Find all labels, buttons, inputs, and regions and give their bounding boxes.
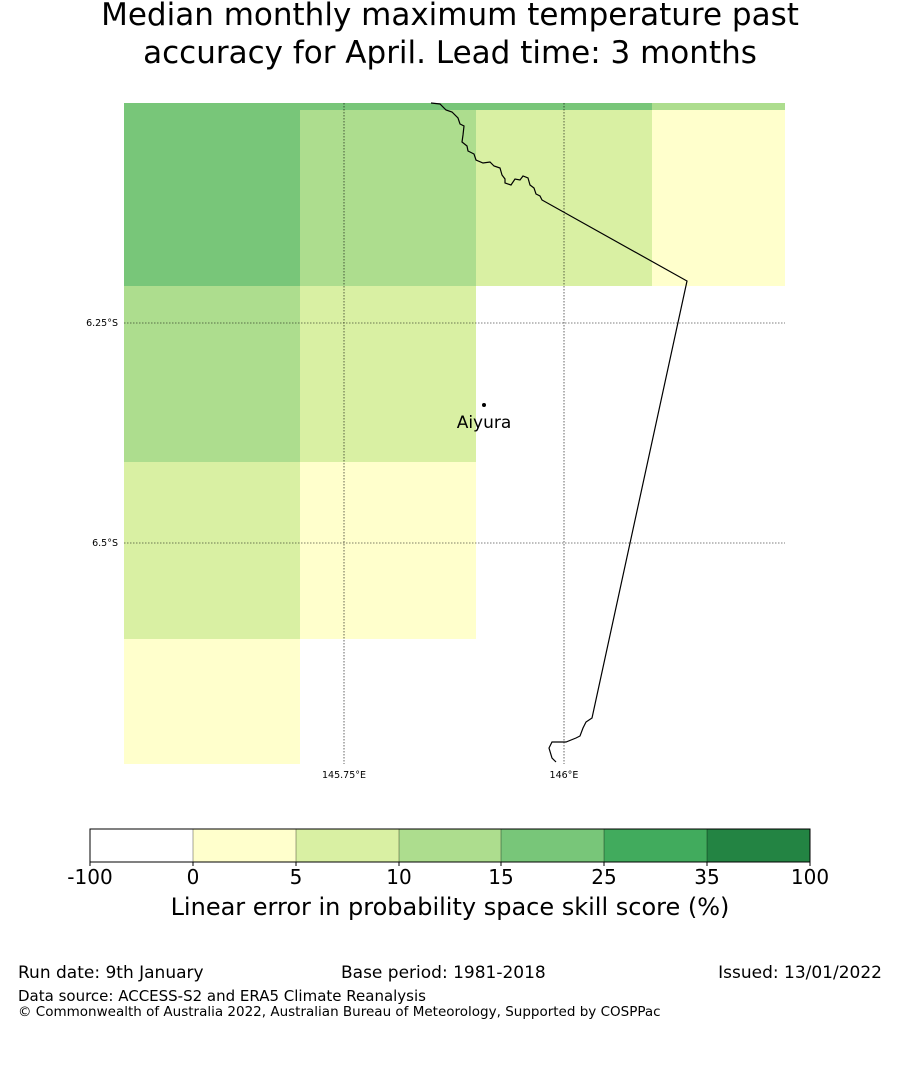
latitude-label: 6.25°S — [86, 318, 118, 329]
boundary-line — [430, 102, 688, 763]
colorbar-swatch — [193, 829, 296, 862]
colorbar-tick-label: 0 — [187, 865, 200, 889]
base-period: Base period: 1981-2018 — [341, 963, 546, 983]
grid-cell — [300, 110, 476, 286]
grid-cell — [652, 110, 785, 286]
colorbar-swatch — [501, 829, 604, 862]
grid-cell — [300, 462, 476, 639]
grid-cell — [124, 286, 300, 462]
colorbar-title: Linear error in probability space skill … — [170, 893, 730, 921]
run-date: Run date: 9th January — [18, 963, 204, 983]
longitude-label: 145.75°E — [322, 770, 366, 781]
data-source: Data source: ACCESS-S2 and ERA5 Climate … — [18, 987, 426, 1005]
colorbar-swatch — [604, 829, 707, 862]
grid-cell — [652, 103, 785, 110]
colorbar-swatch — [90, 829, 193, 862]
colorbar-tick-label: 100 — [791, 865, 829, 889]
longitude-label: 146°E — [550, 770, 579, 781]
colorbar: -100 0 5 10 15 25 35 100 — [67, 828, 829, 889]
colorbar-tick-label: 25 — [591, 865, 616, 889]
colorbar-tick-label: -100 — [67, 865, 112, 889]
colorbar-swatch — [399, 829, 501, 862]
grid-cell — [300, 103, 652, 110]
graticule — [124, 103, 785, 764]
latitude-label: 6.5°S — [92, 538, 118, 549]
colorbar-tick-label: 10 — [386, 865, 411, 889]
colorbar-outline — [89, 828, 811, 863]
colorbar-swatch — [296, 829, 399, 862]
map-title: Median monthly maximum temperature past … — [101, 0, 799, 71]
colorbar-tick-label: 15 — [488, 865, 513, 889]
location-label: Aiyura — [457, 413, 512, 433]
grid-cell — [300, 286, 476, 462]
grid-cell — [124, 103, 300, 286]
copyright-notice: © Commonwealth of Australia 2022, Austra… — [18, 1004, 661, 1020]
grid-cell — [124, 639, 300, 764]
colorbar-tick-label: 35 — [694, 865, 719, 889]
issued-date: Issued: 13/01/2022 — [718, 963, 882, 983]
skill-grid-cells — [124, 103, 785, 764]
colorbar-tick-label: 5 — [290, 865, 303, 889]
colorbar-swatch — [707, 829, 810, 862]
location-marker — [482, 403, 486, 407]
grid-cell — [124, 462, 300, 639]
